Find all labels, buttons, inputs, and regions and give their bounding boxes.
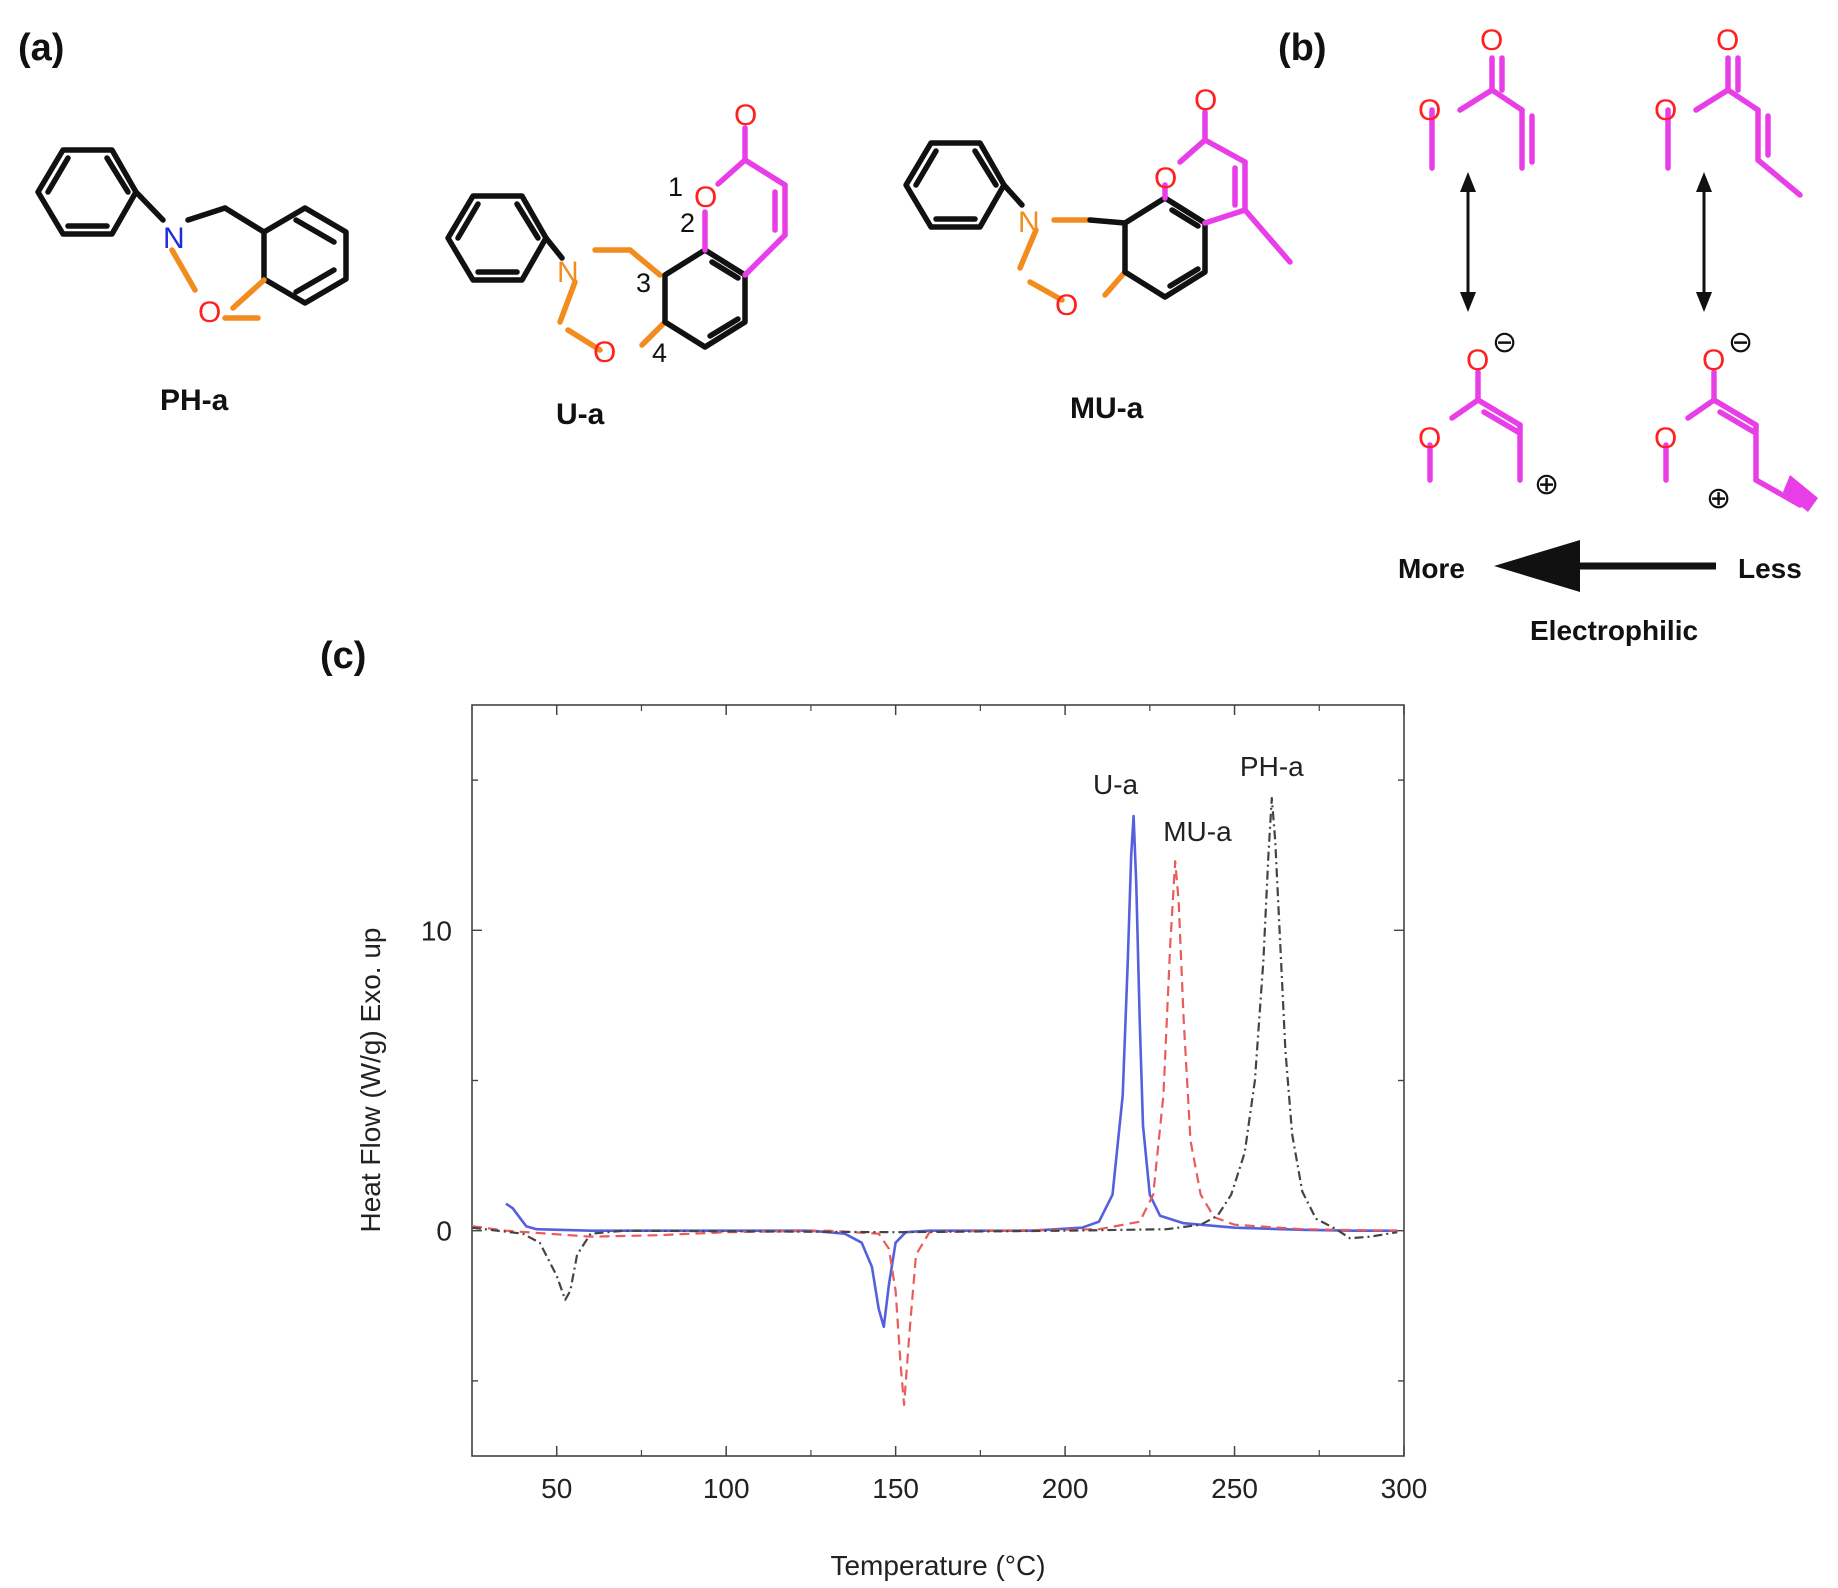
y-tick-label: 0 (436, 1216, 452, 1247)
x-tick-label: 200 (1042, 1473, 1089, 1504)
y-axis-title: Heat Flow (W/g) Exo. up (355, 928, 386, 1233)
x-tick-label: 250 (1211, 1473, 1258, 1504)
crotonate-carbonyl-oxygen-a: O (1716, 24, 1739, 57)
ua-nitrogen-atom: N (557, 256, 579, 289)
mua-oxygen-atom: O (1055, 289, 1078, 322)
y-axis-ticks: 0 10 (421, 779, 1404, 1382)
peak-label-ph-a: PH-a (1240, 751, 1304, 782)
x-tick-label: 50 (541, 1473, 572, 1504)
position-number-3: 3 (636, 268, 651, 298)
structure-ua: N O O O 1 2 3 4 (445, 99, 788, 369)
x-axis-ticks: 50 100 150 200 250 300 (471, 705, 1428, 1504)
anion-oxygen-b: O (1466, 344, 1489, 377)
x-axis-title: Temperature (°C) (830, 1550, 1045, 1581)
structure-mua: N O O O (903, 84, 1293, 322)
series-layer (471, 797, 1398, 1406)
x-tick-label: 300 (1381, 1473, 1428, 1504)
structure-pha: N O (35, 147, 349, 329)
crotonate-oxygen-a: O (1654, 94, 1677, 127)
compound-label-pha: PH-a (160, 384, 229, 417)
x-tick-label: 150 (872, 1473, 919, 1504)
anion-ester-oxygen-c: O (1654, 422, 1677, 455)
series-line-mu-a (471, 860, 1398, 1406)
trend-arrow-icon (1494, 540, 1580, 592)
acrylate-structures: O O O O O O ⊖ ⊕ (1418, 24, 1818, 515)
electrophilic-trend: More Less Electrophilic (1398, 540, 1802, 646)
mua-carbonyl-oxygen-atom: O (1194, 84, 1217, 117)
mua-nitrogen-atom: N (1018, 206, 1040, 239)
panel-c-label: (c) (320, 635, 366, 677)
trend-caption: Electrophilic (1530, 615, 1698, 646)
position-number-1: 1 (668, 172, 683, 202)
trend-less-label: Less (1738, 553, 1802, 584)
peak-labels: U-a MU-a PH-a (1093, 751, 1304, 847)
compound-label-ua: U-a (556, 398, 605, 431)
minus-charge-left: ⊖ (1492, 326, 1517, 359)
plus-charge-right: ⊕ (1706, 482, 1731, 515)
acrylate-carbonyl-oxygen-a: O (1480, 24, 1503, 57)
peak-label-mu-a: MU-a (1163, 816, 1232, 847)
panel-b-label: (b) (1278, 27, 1327, 69)
position-number-4: 4 (652, 338, 667, 368)
position-number-2: 2 (680, 208, 695, 238)
ua-ring-oxygen-atom: O (694, 181, 717, 214)
mua-ring-oxygen-atom: O (1154, 162, 1177, 195)
pha-nitrogen-atom: N (163, 222, 185, 255)
series-line-u-a (505, 814, 1398, 1329)
ua-oxygen-atom: O (593, 336, 616, 369)
peak-label-u-a: U-a (1093, 769, 1139, 800)
compound-label-mua: MU-a (1070, 392, 1144, 425)
dsc-chart: 50 100 150 200 250 300 0 10 U-a MU-a PH-a Temper… (355, 704, 1428, 1581)
pha-oxygen-atom: O (198, 296, 221, 329)
x-tick-label: 100 (703, 1473, 750, 1504)
anion-oxygen-c: O (1702, 344, 1725, 377)
acrylate-oxygen-a: O (1418, 94, 1441, 127)
minus-charge-right: ⊖ (1728, 326, 1753, 359)
plus-charge-left: ⊕ (1534, 468, 1559, 501)
y-tick-label: 10 (421, 915, 452, 946)
anion-ester-oxygen-b: O (1418, 422, 1441, 455)
series-line-ph-a (471, 797, 1398, 1301)
panel-a-label: (a) (18, 27, 64, 69)
plot-frame (471, 704, 1405, 1457)
ua-carbonyl-oxygen-atom: O (734, 99, 757, 132)
trend-more-label: More (1398, 553, 1465, 584)
